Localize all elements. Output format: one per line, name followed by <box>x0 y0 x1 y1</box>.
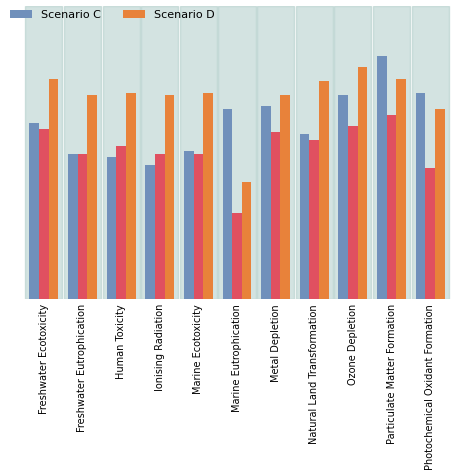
Bar <box>116 146 126 299</box>
Bar <box>261 107 271 299</box>
Bar <box>271 132 281 299</box>
Bar <box>164 95 174 299</box>
Bar <box>319 82 329 299</box>
Bar <box>107 157 116 299</box>
Bar <box>232 213 242 299</box>
Bar <box>348 126 358 299</box>
Bar <box>193 154 203 299</box>
Bar <box>411 6 449 299</box>
Bar <box>377 56 387 299</box>
Bar <box>435 109 445 299</box>
Bar <box>219 6 255 299</box>
Bar <box>78 154 87 299</box>
Legend: Scenario C, Scenario D: Scenario C, Scenario D <box>5 6 219 25</box>
Bar <box>396 79 406 299</box>
Bar <box>145 165 155 299</box>
Bar <box>358 67 367 299</box>
Bar <box>87 95 97 299</box>
Bar <box>416 92 425 299</box>
Bar <box>64 6 101 299</box>
Bar <box>68 154 78 299</box>
Bar <box>25 6 63 299</box>
Bar <box>338 95 348 299</box>
Bar <box>49 79 58 299</box>
Bar <box>242 182 252 299</box>
Bar <box>155 154 164 299</box>
Bar <box>334 6 372 299</box>
Bar <box>203 92 213 299</box>
Bar <box>222 109 232 299</box>
Bar <box>184 151 193 299</box>
Bar <box>281 95 290 299</box>
Bar <box>29 123 39 299</box>
Bar <box>126 92 136 299</box>
Bar <box>387 115 396 299</box>
Bar <box>257 6 294 299</box>
Bar <box>425 168 435 299</box>
Bar <box>300 135 310 299</box>
Bar <box>180 6 217 299</box>
Bar <box>39 129 49 299</box>
Bar <box>141 6 178 299</box>
Bar <box>310 140 319 299</box>
Bar <box>296 6 333 299</box>
Bar <box>373 6 410 299</box>
Bar <box>102 6 140 299</box>
